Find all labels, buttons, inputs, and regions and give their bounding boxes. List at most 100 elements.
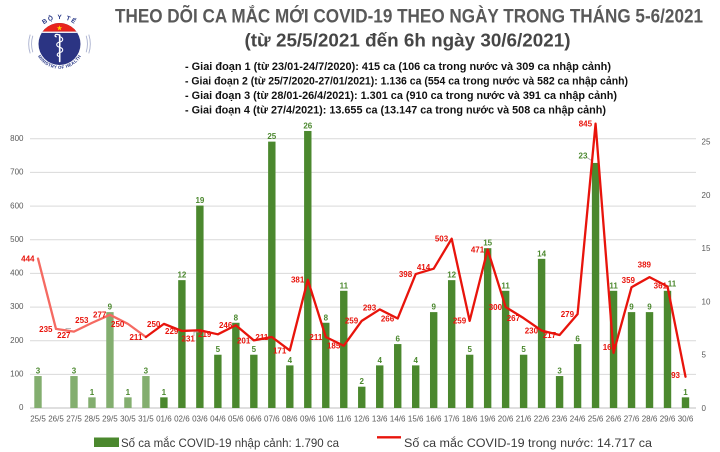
svg-text:8: 8 xyxy=(234,313,239,322)
svg-text:0: 0 xyxy=(702,404,707,413)
svg-text:16/6: 16/6 xyxy=(426,415,442,424)
svg-text:230: 230 xyxy=(525,327,539,336)
svg-text:171: 171 xyxy=(273,346,287,355)
svg-text:9: 9 xyxy=(108,303,113,312)
svg-text:19/6: 19/6 xyxy=(480,415,496,424)
svg-text:14/6: 14/6 xyxy=(390,415,406,424)
svg-text:24/6: 24/6 xyxy=(570,415,586,424)
svg-text:1: 1 xyxy=(683,388,688,397)
svg-text:22/6: 22/6 xyxy=(534,415,550,424)
svg-text:- Giai đoạn 3 (từ 28/01-26/4/2: - Giai đoạn 3 (từ 28/01-26/4/2021): 1.30… xyxy=(185,90,617,102)
svg-text:Số ca mắc COVID-19 nhập cảnh:: Số ca mắc COVID-19 nhập cảnh: 1.790 ca xyxy=(121,435,339,450)
svg-text:6: 6 xyxy=(395,335,400,344)
svg-text:500: 500 xyxy=(10,235,24,244)
svg-text:15: 15 xyxy=(702,244,711,253)
svg-text:3: 3 xyxy=(36,367,41,376)
svg-text:600: 600 xyxy=(10,201,24,210)
svg-text:219: 219 xyxy=(198,330,212,339)
svg-text:11: 11 xyxy=(668,279,677,288)
svg-text:12: 12 xyxy=(177,271,186,280)
svg-text:246: 246 xyxy=(219,321,233,330)
svg-text:235: 235 xyxy=(39,325,53,334)
svg-text:10/6: 10/6 xyxy=(318,415,334,424)
svg-text:0: 0 xyxy=(19,403,24,412)
svg-text:4: 4 xyxy=(377,356,382,365)
svg-text:5: 5 xyxy=(702,351,707,360)
svg-text:845: 845 xyxy=(579,120,593,129)
svg-text:185: 185 xyxy=(327,342,341,351)
svg-text:BỘ Y TẾ: BỘ Y TẾ xyxy=(41,13,79,26)
svg-text:19: 19 xyxy=(195,196,204,205)
svg-text:- Giai đoạn 2 (từ 25/7/2020-27: - Giai đoạn 2 (từ 25/7/2020-27/01/2021):… xyxy=(185,76,628,88)
svg-text:211: 211 xyxy=(309,333,322,342)
svg-text:(từ 25/5/2021 đến 6h ngày 30/6: (từ 25/5/2021 đến 6h ngày 30/6/2021) xyxy=(245,29,571,50)
svg-text:09/6: 09/6 xyxy=(300,415,316,424)
svg-text:07/6: 07/6 xyxy=(264,415,280,424)
svg-text:361: 361 xyxy=(654,282,668,291)
svg-text:5: 5 xyxy=(216,345,221,354)
svg-text:293: 293 xyxy=(363,303,377,312)
svg-text:359: 359 xyxy=(622,276,636,285)
svg-text:277: 277 xyxy=(93,311,107,320)
svg-text:5: 5 xyxy=(467,345,472,354)
svg-text:259: 259 xyxy=(453,317,467,326)
svg-text:02/6: 02/6 xyxy=(174,415,190,424)
svg-text:15: 15 xyxy=(483,239,492,248)
svg-text:15/6: 15/6 xyxy=(408,415,424,424)
svg-text:266: 266 xyxy=(381,314,395,323)
svg-text:30/5: 30/5 xyxy=(120,415,136,424)
svg-text:201: 201 xyxy=(237,336,251,345)
svg-text:800: 800 xyxy=(10,134,24,143)
svg-text:30/6: 30/6 xyxy=(678,415,694,424)
svg-text:01/6: 01/6 xyxy=(156,415,172,424)
svg-text:21/6: 21/6 xyxy=(516,415,532,424)
svg-text:26: 26 xyxy=(303,122,312,131)
svg-text:3: 3 xyxy=(144,367,149,376)
svg-text:211: 211 xyxy=(255,333,268,342)
svg-text:25/6: 25/6 xyxy=(588,415,604,424)
svg-text:26/6: 26/6 xyxy=(606,415,622,424)
svg-text:20: 20 xyxy=(702,191,711,200)
svg-text:26/5: 26/5 xyxy=(48,415,64,424)
svg-text:300: 300 xyxy=(489,303,503,312)
svg-text:2: 2 xyxy=(359,377,364,386)
svg-text:1: 1 xyxy=(126,388,131,397)
svg-text:11: 11 xyxy=(609,281,618,290)
svg-text:14: 14 xyxy=(537,249,546,258)
svg-text:10: 10 xyxy=(702,297,711,306)
svg-text:9: 9 xyxy=(647,303,652,312)
svg-text:100: 100 xyxy=(10,370,24,379)
svg-text:05/6: 05/6 xyxy=(228,415,244,424)
svg-text:1: 1 xyxy=(162,388,167,397)
svg-text:12/6: 12/6 xyxy=(354,415,370,424)
svg-text:389: 389 xyxy=(638,260,652,269)
svg-text:164: 164 xyxy=(603,343,617,352)
svg-text:12: 12 xyxy=(447,271,456,280)
svg-text:13/6: 13/6 xyxy=(372,415,388,424)
svg-text:06/6: 06/6 xyxy=(246,415,262,424)
svg-text:25: 25 xyxy=(702,138,711,147)
svg-text:400: 400 xyxy=(10,269,24,278)
svg-text:279: 279 xyxy=(561,310,575,319)
svg-text:Số ca mắc COVID-19 trong nước:: Số ca mắc COVID-19 trong nước: 14.717 ca xyxy=(404,435,652,450)
svg-text:5: 5 xyxy=(521,345,526,354)
svg-text:28/6: 28/6 xyxy=(642,415,658,424)
svg-text:25/5: 25/5 xyxy=(30,415,46,424)
svg-text:9: 9 xyxy=(431,303,436,312)
svg-text:471: 471 xyxy=(471,245,485,254)
svg-text:231: 231 xyxy=(182,335,196,344)
svg-text:4: 4 xyxy=(413,356,418,365)
svg-text:1: 1 xyxy=(90,388,95,397)
svg-text:229: 229 xyxy=(165,327,179,336)
svg-text:23: 23 xyxy=(579,152,588,161)
svg-text:- Giai đoạn 1 (từ 23/01-24/7/2: - Giai đoạn 1 (từ 23/01-24/7/2020): 415 … xyxy=(185,61,611,73)
svg-text:17/6: 17/6 xyxy=(444,415,460,424)
svg-text:414: 414 xyxy=(417,263,431,272)
svg-text:267: 267 xyxy=(507,314,521,323)
svg-text:28/5: 28/5 xyxy=(84,415,100,424)
svg-text:503: 503 xyxy=(435,235,449,244)
svg-text:04/6: 04/6 xyxy=(210,415,226,424)
svg-text:93: 93 xyxy=(671,371,680,380)
svg-text:23/6: 23/6 xyxy=(552,415,568,424)
svg-text:4: 4 xyxy=(288,356,293,365)
